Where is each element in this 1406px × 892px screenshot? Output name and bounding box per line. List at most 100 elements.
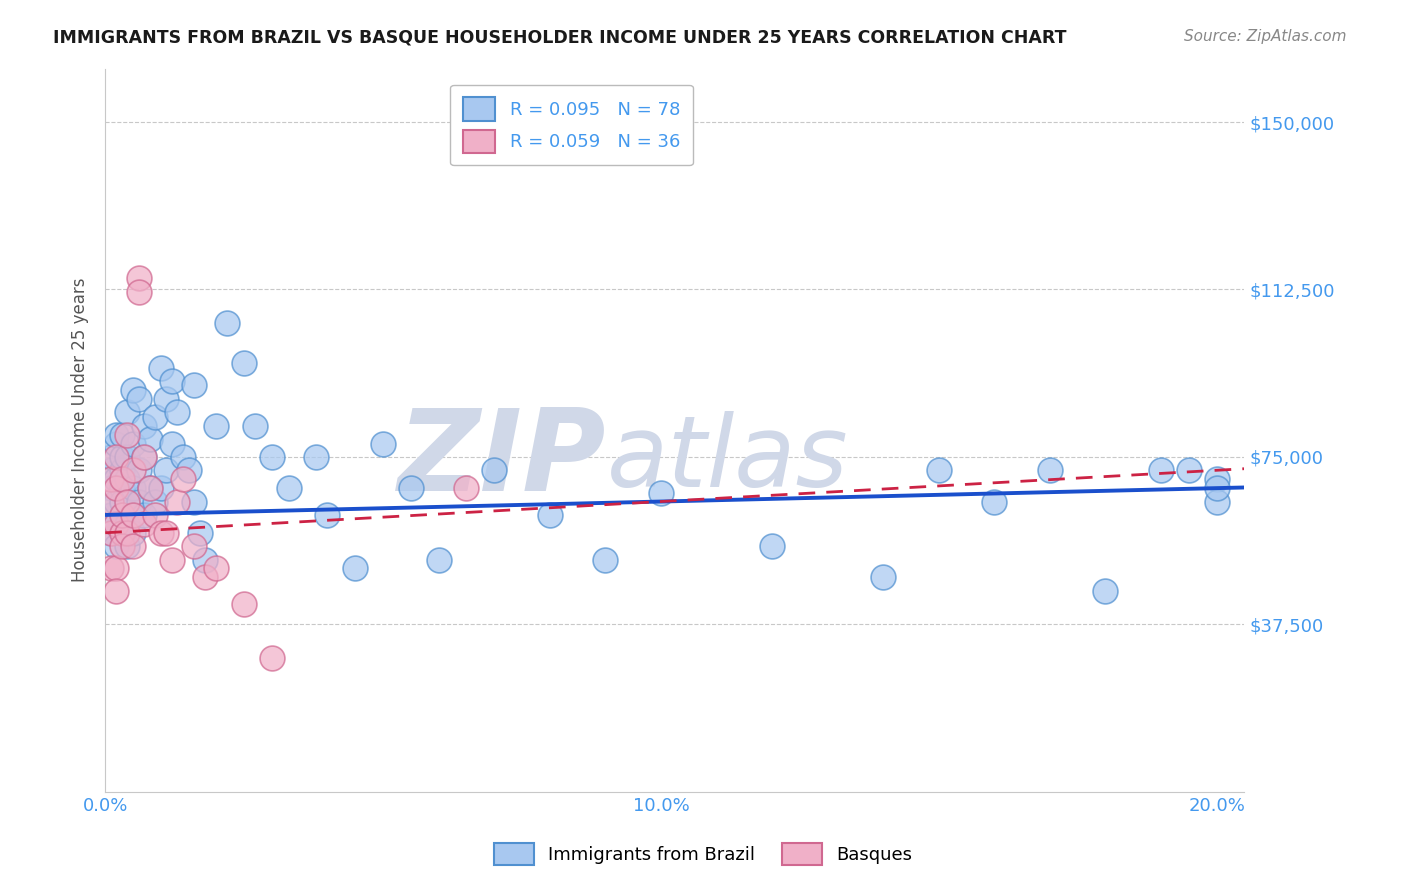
Point — [872, 570, 894, 584]
Point — [111, 508, 134, 522]
Point — [132, 450, 155, 464]
Point — [111, 508, 134, 522]
Point — [100, 463, 122, 477]
Point — [100, 561, 122, 575]
Point — [117, 494, 139, 508]
Point — [111, 427, 134, 442]
Point — [160, 436, 183, 450]
Point — [122, 525, 145, 540]
Point — [143, 508, 166, 522]
Point — [1150, 463, 1173, 477]
Point — [100, 472, 122, 486]
Point — [105, 516, 128, 531]
Point — [105, 494, 128, 508]
Point — [183, 539, 205, 553]
Point — [105, 472, 128, 486]
Point — [928, 463, 950, 477]
Point — [105, 450, 128, 464]
Point — [983, 494, 1005, 508]
Point — [105, 427, 128, 442]
Point — [143, 409, 166, 424]
Text: IMMIGRANTS FROM BRAZIL VS BASQUE HOUSEHOLDER INCOME UNDER 25 YEARS CORRELATION C: IMMIGRANTS FROM BRAZIL VS BASQUE HOUSEHO… — [53, 29, 1067, 46]
Point — [456, 481, 478, 495]
Point — [111, 539, 134, 553]
Point — [194, 570, 217, 584]
Point — [105, 583, 128, 598]
Point — [205, 561, 228, 575]
Point — [122, 436, 145, 450]
Point — [260, 650, 283, 665]
Point — [111, 525, 134, 540]
Point — [105, 436, 128, 450]
Point — [138, 432, 160, 446]
Point — [166, 405, 188, 419]
Point — [105, 561, 128, 575]
Point — [344, 561, 367, 575]
Point — [260, 450, 283, 464]
Point — [160, 374, 183, 388]
Y-axis label: Householder Income Under 25 years: Householder Income Under 25 years — [72, 278, 89, 582]
Point — [143, 494, 166, 508]
Point — [538, 508, 561, 522]
Point — [316, 508, 339, 522]
Point — [149, 525, 172, 540]
Point — [205, 418, 228, 433]
Point — [188, 525, 211, 540]
Point — [100, 525, 122, 540]
Point — [194, 552, 217, 566]
Point — [233, 356, 256, 370]
Point — [111, 481, 134, 495]
Point — [177, 463, 200, 477]
Point — [245, 418, 267, 433]
Point — [650, 485, 672, 500]
Point — [132, 508, 155, 522]
Text: atlas: atlas — [606, 410, 848, 508]
Point — [149, 360, 172, 375]
Point — [128, 271, 150, 285]
Point — [399, 481, 422, 495]
Point — [105, 481, 128, 495]
Point — [117, 494, 139, 508]
Point — [117, 525, 139, 540]
Point — [595, 552, 617, 566]
Point — [155, 392, 177, 406]
Point — [132, 450, 155, 464]
Text: ZIP: ZIP — [398, 403, 606, 515]
Point — [117, 405, 139, 419]
Point — [138, 481, 160, 495]
Point — [427, 552, 450, 566]
Point — [117, 450, 139, 464]
Point — [155, 525, 177, 540]
Point — [217, 316, 239, 330]
Point — [183, 494, 205, 508]
Point — [105, 516, 128, 531]
Point — [117, 472, 139, 486]
Point — [100, 494, 122, 508]
Point — [128, 392, 150, 406]
Point — [138, 481, 160, 495]
Point — [122, 463, 145, 477]
Point — [117, 539, 139, 553]
Point — [128, 494, 150, 508]
Point — [1039, 463, 1062, 477]
Point — [172, 450, 194, 464]
Point — [111, 525, 134, 540]
Point — [160, 552, 183, 566]
Point — [277, 481, 299, 495]
Point — [166, 494, 188, 508]
Point — [1205, 481, 1227, 495]
Point — [482, 463, 505, 477]
Point — [1094, 583, 1116, 598]
Point — [1178, 463, 1201, 477]
Point — [122, 481, 145, 495]
Point — [305, 450, 328, 464]
Point — [1205, 494, 1227, 508]
Point — [111, 450, 134, 464]
Point — [761, 539, 783, 553]
Point — [100, 450, 122, 464]
Legend: R = 0.095   N = 78, R = 0.059   N = 36: R = 0.095 N = 78, R = 0.059 N = 36 — [450, 85, 693, 166]
Point — [111, 463, 134, 477]
Point — [105, 539, 128, 553]
Point — [117, 427, 139, 442]
Point — [122, 539, 145, 553]
